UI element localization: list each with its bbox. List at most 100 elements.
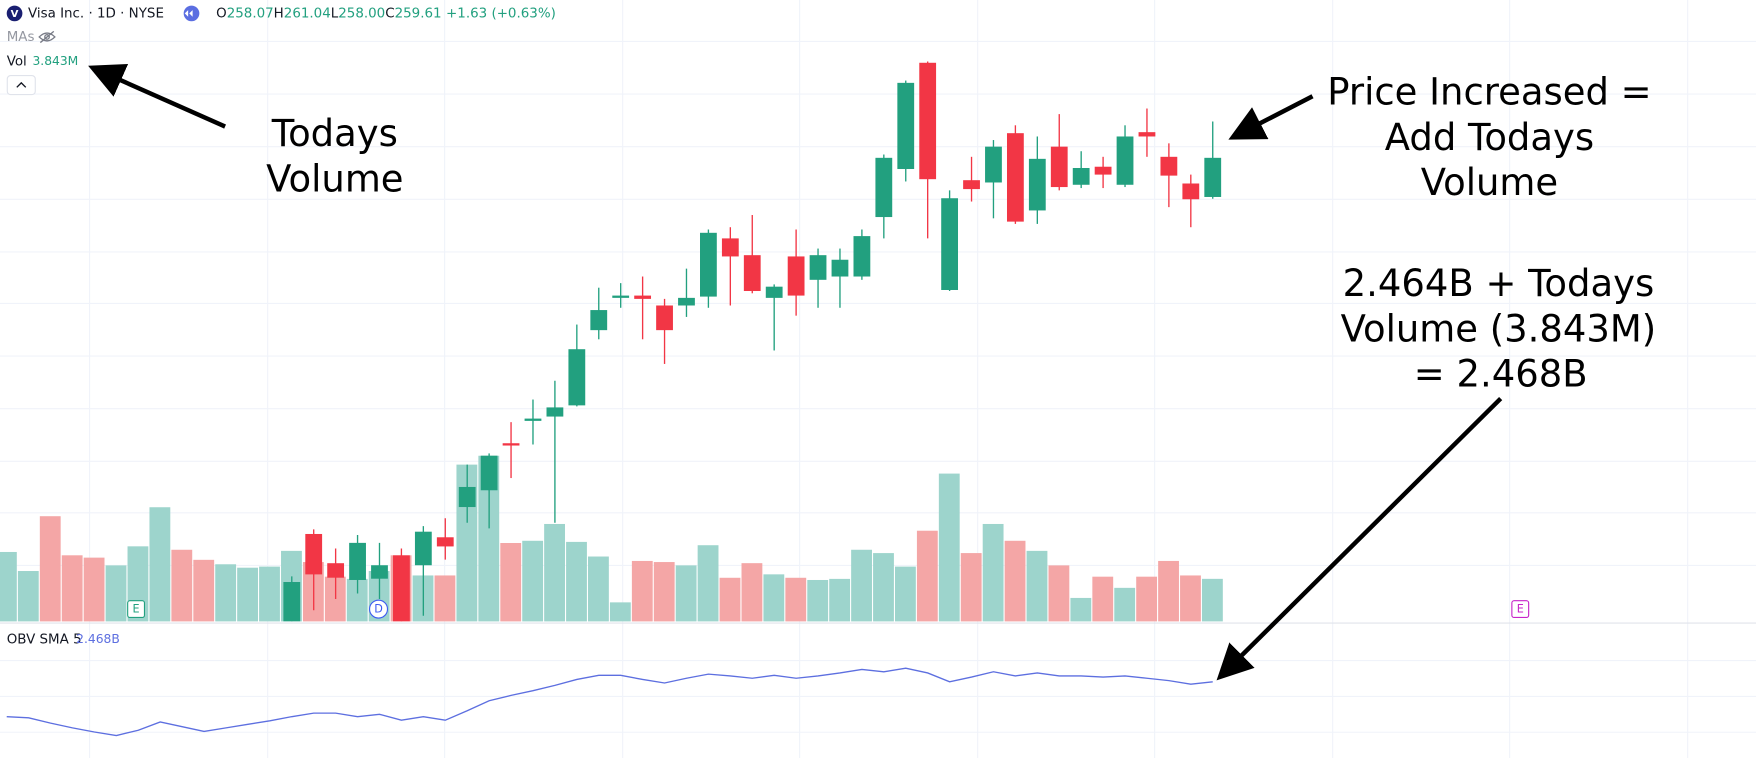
candle-body	[1182, 183, 1200, 200]
mas-label[interactable]: MAs	[7, 30, 35, 45]
logo	[6, 5, 23, 22]
volume-bar	[171, 549, 193, 622]
volume-bar	[61, 555, 83, 622]
volume-pane	[0, 455, 1223, 622]
annotation-line: Volume	[266, 157, 403, 200]
volume-bar	[588, 556, 609, 622]
annotation-line: Add Todays	[1385, 116, 1594, 159]
volume-bar	[500, 543, 522, 622]
candle-body	[875, 157, 893, 218]
candle-body	[524, 418, 542, 421]
earnings-marker-label: E	[133, 603, 140, 616]
ohlc-key: L	[331, 6, 339, 21]
symbol-title[interactable]: Visa Inc. · 1D · NYSE	[28, 6, 164, 21]
candle-body	[546, 407, 564, 417]
candle-body	[590, 310, 608, 331]
eye-hidden-icon[interactable]	[38, 30, 56, 44]
dividend-marker[interactable]	[369, 599, 389, 619]
volume-bar	[434, 575, 456, 622]
candle-body	[941, 198, 959, 290]
candle-body	[480, 455, 498, 491]
ohlc-value: 259.61	[395, 6, 442, 21]
arrow	[88, 63, 227, 129]
volume-bar	[741, 563, 763, 622]
volume-bar	[653, 562, 675, 622]
change-value: +1.63 (+0.63%)	[446, 6, 556, 21]
annotation-line: Volume (3.843M)	[1341, 307, 1657, 350]
volume-bar	[631, 560, 653, 622]
candle-body	[1094, 166, 1112, 175]
volume-bar	[763, 574, 785, 622]
annotation-line: Price Increased =	[1327, 71, 1651, 114]
candle-body	[414, 531, 432, 566]
volume-bar	[1048, 565, 1070, 622]
obv-line	[6, 667, 1213, 737]
obv-value: 2.468B	[76, 632, 120, 646]
volume-bar	[522, 540, 544, 622]
candle-body	[634, 295, 652, 299]
candle-body	[721, 238, 739, 257]
volume-bar	[609, 602, 631, 622]
arrow	[1216, 397, 1503, 681]
volume-bar	[83, 557, 105, 622]
candle-body	[831, 259, 849, 277]
vol-value: 3.843M	[32, 54, 78, 68]
candle-body	[985, 146, 1002, 183]
volume-bar	[675, 565, 697, 622]
earnings-marker[interactable]	[127, 600, 146, 619]
volume-bar	[259, 566, 280, 622]
candle-body	[371, 565, 388, 579]
volume-bar	[851, 549, 872, 622]
volume-bar	[39, 516, 61, 622]
dividend-marker-label: D	[374, 603, 383, 616]
logo-letter: V	[11, 9, 19, 20]
earnings-marker[interactable]	[1511, 600, 1530, 619]
volume-bar	[478, 455, 500, 622]
candle-body	[809, 255, 827, 280]
volume-bar	[346, 578, 368, 622]
candle-body	[1072, 167, 1090, 185]
candle-body	[1138, 132, 1156, 137]
annotation-line: Todays	[271, 112, 398, 155]
candle-body	[765, 286, 783, 298]
candle-body	[436, 537, 454, 547]
candle-body	[853, 236, 871, 277]
volume-bar	[807, 579, 829, 622]
volume-bar	[544, 523, 565, 622]
ohlc-value: 258.00	[338, 6, 385, 21]
volume-bar	[829, 578, 851, 622]
candle-body	[1160, 156, 1178, 176]
volume-bar	[1114, 587, 1136, 622]
candle-body	[393, 555, 410, 622]
candle-body	[502, 443, 520, 446]
candle-body	[1204, 157, 1222, 197]
volume-bar	[17, 571, 39, 622]
ohlc-value: 258.07	[227, 6, 274, 21]
volume-bar	[785, 577, 807, 622]
price-pane	[283, 61, 1222, 622]
volume-bar	[1092, 576, 1114, 622]
candle-body	[743, 255, 761, 292]
volume-bar	[193, 559, 215, 622]
volume-bar	[697, 545, 719, 622]
vol-label: Vol	[7, 55, 27, 70]
arrow	[1228, 94, 1314, 140]
volume-bar	[1070, 597, 1092, 622]
candle-body	[458, 486, 476, 508]
volume-bar	[0, 551, 17, 622]
volume-bar	[938, 473, 960, 622]
volume-bar	[149, 507, 171, 622]
volume-bar	[719, 577, 741, 622]
volume-bar	[960, 553, 982, 622]
collapse-button[interactable]	[6, 75, 36, 96]
candle-body	[283, 582, 301, 622]
annotation-line: Volume	[1421, 161, 1558, 204]
volume-bar	[566, 541, 587, 622]
volume-bar	[105, 565, 127, 622]
volume-bar	[1026, 550, 1048, 622]
candle-body	[1028, 158, 1046, 211]
candle-body	[327, 563, 345, 578]
